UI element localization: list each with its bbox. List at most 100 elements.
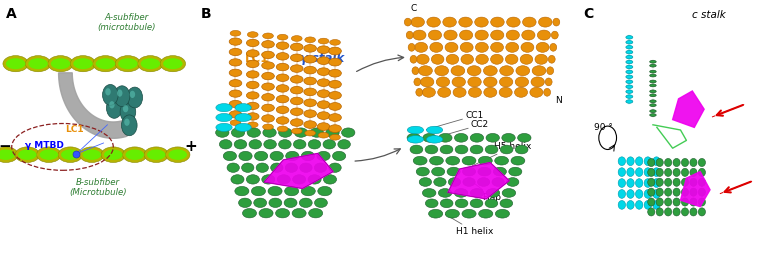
Ellipse shape	[690, 198, 697, 206]
Text: H5 helix: H5 helix	[472, 142, 532, 166]
Ellipse shape	[36, 147, 61, 162]
Ellipse shape	[537, 30, 550, 40]
Polygon shape	[448, 162, 509, 199]
Circle shape	[109, 101, 115, 108]
Ellipse shape	[229, 48, 242, 56]
Ellipse shape	[506, 30, 519, 40]
Ellipse shape	[470, 133, 484, 142]
Ellipse shape	[653, 190, 660, 198]
Ellipse shape	[262, 175, 275, 184]
Ellipse shape	[502, 188, 515, 197]
Ellipse shape	[439, 133, 452, 142]
Text: c stalk: c stalk	[692, 10, 726, 20]
Ellipse shape	[277, 126, 288, 132]
Ellipse shape	[317, 123, 330, 131]
Ellipse shape	[235, 186, 249, 196]
Ellipse shape	[673, 178, 680, 186]
Ellipse shape	[18, 150, 36, 160]
Ellipse shape	[301, 151, 315, 161]
Ellipse shape	[318, 186, 332, 196]
Ellipse shape	[444, 30, 457, 40]
Ellipse shape	[232, 128, 245, 137]
Ellipse shape	[507, 178, 519, 186]
Ellipse shape	[291, 128, 302, 134]
Ellipse shape	[546, 67, 553, 75]
Ellipse shape	[553, 18, 560, 26]
Ellipse shape	[342, 128, 355, 137]
Text: A: A	[6, 6, 16, 21]
Ellipse shape	[626, 70, 633, 74]
Ellipse shape	[618, 200, 625, 209]
Ellipse shape	[505, 54, 518, 64]
Ellipse shape	[673, 188, 680, 196]
Ellipse shape	[459, 17, 472, 27]
Ellipse shape	[539, 17, 552, 27]
Ellipse shape	[270, 151, 284, 161]
Ellipse shape	[317, 57, 330, 64]
Ellipse shape	[329, 163, 341, 172]
Ellipse shape	[476, 54, 488, 64]
Ellipse shape	[626, 85, 633, 88]
Ellipse shape	[414, 78, 421, 86]
Ellipse shape	[649, 70, 656, 73]
Ellipse shape	[160, 56, 185, 72]
Ellipse shape	[263, 33, 274, 39]
Ellipse shape	[494, 156, 508, 165]
Ellipse shape	[463, 167, 476, 176]
Text: +: +	[184, 139, 197, 154]
Ellipse shape	[293, 175, 305, 184]
Ellipse shape	[690, 178, 697, 186]
Ellipse shape	[262, 83, 274, 90]
Ellipse shape	[304, 99, 316, 107]
Ellipse shape	[73, 58, 93, 69]
Ellipse shape	[329, 103, 341, 110]
Ellipse shape	[484, 77, 497, 87]
Ellipse shape	[649, 64, 656, 67]
Ellipse shape	[649, 94, 656, 97]
Ellipse shape	[247, 122, 258, 128]
Ellipse shape	[0, 150, 16, 160]
Ellipse shape	[451, 66, 465, 76]
Ellipse shape	[627, 157, 634, 166]
Ellipse shape	[317, 151, 330, 161]
Ellipse shape	[276, 95, 289, 103]
Ellipse shape	[305, 37, 315, 43]
Ellipse shape	[242, 163, 254, 172]
Ellipse shape	[673, 158, 680, 167]
Ellipse shape	[429, 156, 443, 165]
Ellipse shape	[234, 140, 246, 149]
Ellipse shape	[426, 136, 443, 143]
Ellipse shape	[276, 85, 289, 92]
Ellipse shape	[485, 145, 498, 154]
Polygon shape	[59, 73, 127, 138]
Ellipse shape	[445, 42, 458, 52]
Ellipse shape	[453, 87, 466, 97]
Ellipse shape	[698, 168, 705, 177]
Ellipse shape	[627, 190, 634, 198]
Ellipse shape	[277, 175, 291, 184]
Ellipse shape	[223, 151, 236, 161]
Ellipse shape	[491, 54, 503, 64]
Ellipse shape	[147, 150, 166, 160]
Ellipse shape	[656, 188, 663, 196]
Ellipse shape	[648, 198, 655, 206]
Ellipse shape	[291, 36, 302, 41]
Ellipse shape	[429, 30, 442, 40]
Ellipse shape	[477, 178, 490, 186]
Ellipse shape	[618, 157, 625, 166]
Ellipse shape	[626, 60, 633, 64]
Ellipse shape	[304, 44, 316, 52]
Ellipse shape	[294, 128, 308, 137]
Ellipse shape	[246, 60, 259, 68]
Ellipse shape	[329, 92, 341, 99]
Ellipse shape	[452, 77, 466, 87]
Ellipse shape	[681, 168, 689, 177]
Ellipse shape	[446, 209, 460, 218]
Ellipse shape	[319, 38, 329, 44]
Ellipse shape	[486, 188, 500, 197]
Ellipse shape	[485, 199, 498, 208]
Ellipse shape	[681, 188, 689, 196]
Ellipse shape	[276, 42, 289, 49]
Ellipse shape	[416, 167, 429, 176]
Ellipse shape	[264, 140, 277, 149]
